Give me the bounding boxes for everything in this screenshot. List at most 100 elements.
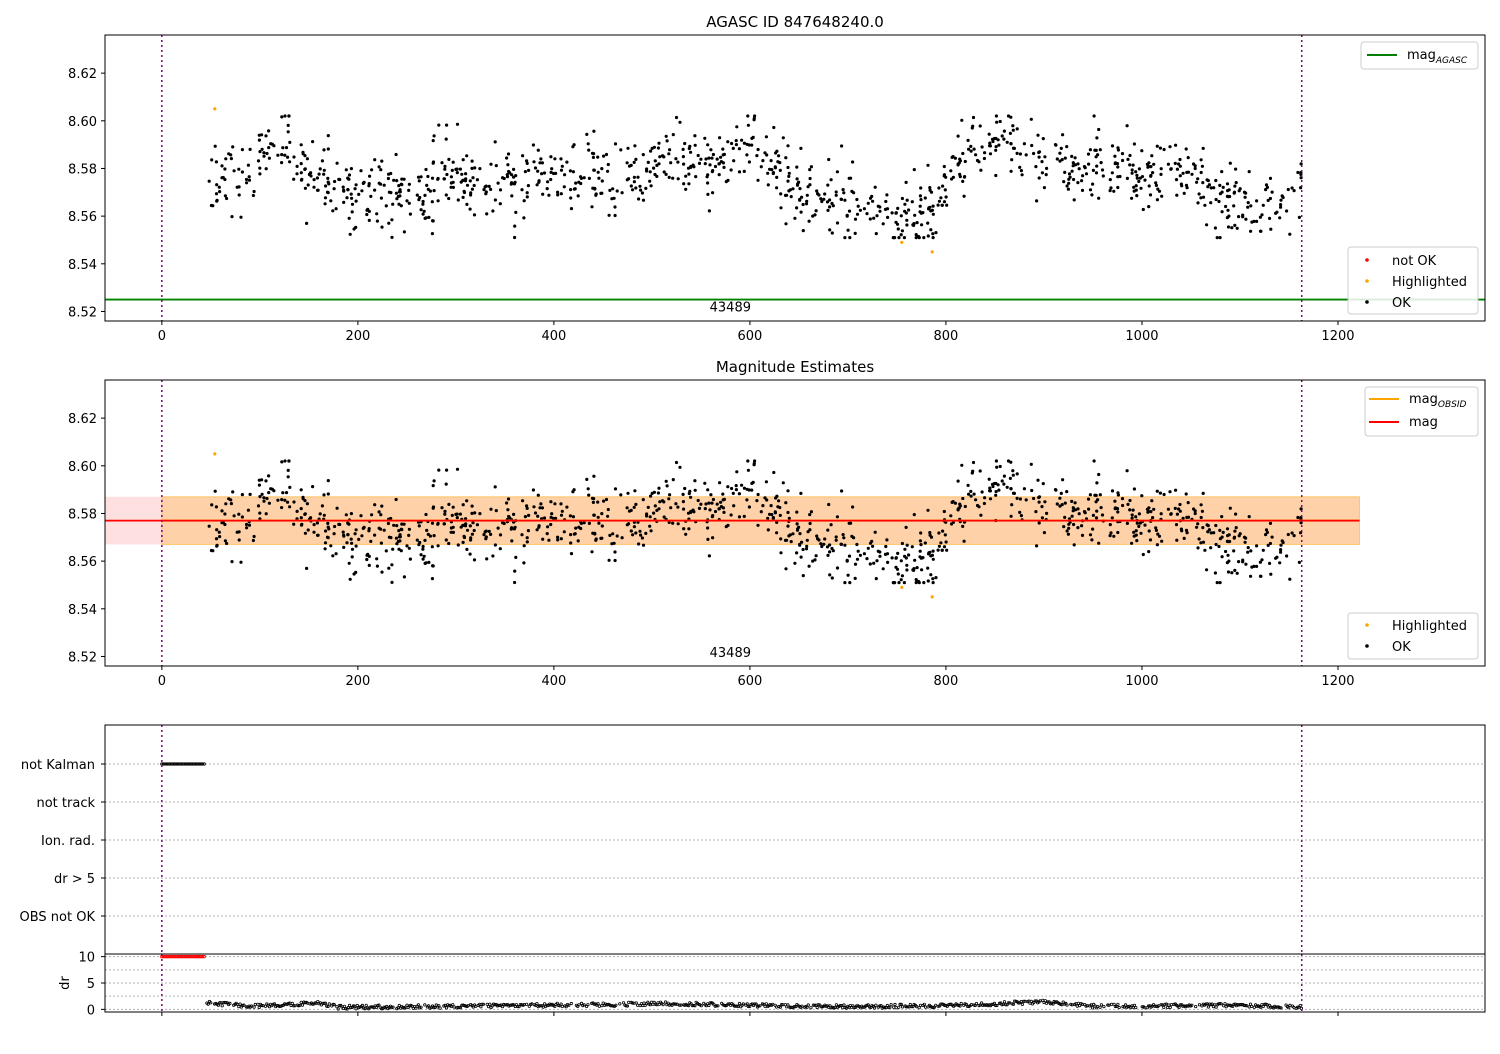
ok-point <box>353 532 357 536</box>
ok-point <box>801 202 805 207</box>
ok-point <box>977 160 981 164</box>
ok-point <box>461 158 465 162</box>
ok-point <box>1201 146 1205 150</box>
ok-point <box>510 539 514 543</box>
ok-point <box>1067 181 1071 185</box>
ok-point <box>299 162 303 166</box>
ok-point <box>865 557 869 561</box>
ok-point <box>1011 146 1016 150</box>
ok-point <box>928 205 932 209</box>
ok-point <box>1143 523 1147 527</box>
ok-point <box>681 147 685 151</box>
ok-point <box>828 550 832 554</box>
ok-point <box>514 174 518 178</box>
dr-point <box>874 1003 878 1007</box>
ok-point <box>737 170 742 174</box>
dr-point <box>872 1006 877 1010</box>
ok-point <box>540 161 545 165</box>
ok-point <box>1288 577 1292 581</box>
ok-point <box>217 185 221 189</box>
ok-point <box>309 174 313 178</box>
ok-point <box>399 204 403 208</box>
ok-point <box>455 512 459 516</box>
ok-point <box>318 167 322 171</box>
ok-point <box>244 522 249 527</box>
ok-point <box>684 532 688 536</box>
ok-point <box>632 505 636 509</box>
ok-point <box>545 532 549 536</box>
ok-point <box>1249 229 1253 233</box>
ok-point <box>1091 513 1095 518</box>
ok-point <box>323 196 328 200</box>
ok-point <box>1068 175 1072 179</box>
dr-clipped-point <box>186 954 191 959</box>
ok-point <box>755 499 759 503</box>
ok-point <box>573 187 577 191</box>
ok-point <box>1090 538 1094 542</box>
ok-point <box>1205 178 1209 182</box>
ok-point <box>1059 146 1063 150</box>
ok-point <box>777 499 781 503</box>
ok-point <box>1168 490 1172 494</box>
ok-point <box>1233 568 1237 573</box>
ok-point <box>350 202 355 206</box>
ok-point <box>1076 181 1080 185</box>
ok-point <box>550 512 554 516</box>
ok-point <box>1131 163 1135 167</box>
ok-point <box>648 524 652 528</box>
ok-point <box>800 540 804 544</box>
ok-point <box>1217 544 1221 549</box>
ok-point <box>868 562 872 566</box>
ok-point <box>1292 534 1296 538</box>
ok-point <box>1200 509 1204 513</box>
ok-point <box>625 161 629 165</box>
ok-point <box>1065 529 1069 533</box>
ok-point <box>283 498 287 502</box>
ok-point <box>1009 460 1013 464</box>
dr-point <box>1007 1001 1012 1005</box>
ok-point <box>1252 219 1256 223</box>
ok-point <box>269 142 273 146</box>
ok-point <box>594 537 598 541</box>
ok-point <box>1125 469 1129 473</box>
ok-point <box>707 501 711 505</box>
dr-point <box>326 1004 330 1009</box>
ok-point <box>886 215 890 219</box>
ok-point <box>726 485 730 489</box>
ok-point <box>326 479 330 483</box>
dr-point <box>842 1003 846 1007</box>
ok-point <box>260 492 264 496</box>
ok-point <box>432 189 436 193</box>
dr-point <box>263 1004 268 1008</box>
ok-point <box>436 199 440 203</box>
ok-point <box>1130 171 1134 175</box>
ok-point <box>958 172 962 176</box>
ok-point <box>827 502 831 507</box>
ok-point <box>267 146 271 150</box>
ok-point <box>432 479 436 483</box>
dr-point <box>335 1005 339 1009</box>
dr-point <box>834 1003 839 1007</box>
ok-point <box>1212 531 1216 535</box>
ok-point <box>257 133 261 137</box>
ok-point <box>556 193 560 197</box>
dr-point <box>806 1003 810 1007</box>
dr-point <box>416 1003 420 1007</box>
ok-point <box>1040 516 1044 520</box>
ok-point <box>827 157 831 162</box>
x-tick-label: 800 <box>934 674 959 689</box>
dr-point <box>567 1003 571 1007</box>
ok-point <box>1036 478 1040 482</box>
ok-point <box>1199 503 1203 507</box>
ok-point <box>510 181 514 185</box>
ok-point <box>333 179 337 184</box>
ok-point <box>292 155 296 159</box>
ok-point <box>1084 517 1089 521</box>
ok-point <box>407 546 411 550</box>
ok-point <box>559 502 563 506</box>
ok-point <box>1196 201 1200 205</box>
ok-point <box>590 205 594 209</box>
dr-point <box>535 1001 539 1006</box>
ok-point <box>819 542 823 546</box>
